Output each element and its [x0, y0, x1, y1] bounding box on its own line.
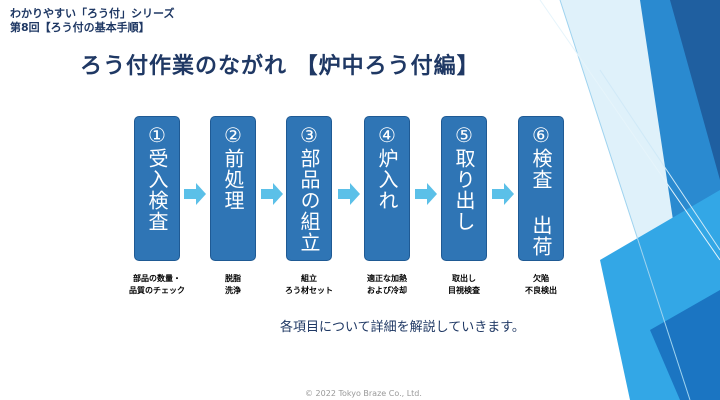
- caption-line: 不良検出: [525, 286, 557, 295]
- series-line-1: わかりやすい「ろう付」シリーズ: [10, 7, 175, 20]
- deco-deep-triangle: [650, 290, 720, 400]
- series-line-2: 第8回【ろう付の基本手順】: [10, 21, 150, 34]
- arrow-right-icon: [261, 183, 283, 205]
- caption-line: 脱脂: [225, 274, 241, 283]
- step-5-caption: 取出し 目視検査: [419, 273, 509, 297]
- step-4-label: ④炉入れ: [375, 123, 399, 211]
- caption-line: ろう材セット: [285, 286, 333, 295]
- caption-line: 取出し: [452, 274, 476, 283]
- step-4-box: ④炉入れ: [364, 116, 410, 261]
- step-6-label: ⑥検査 出荷: [529, 123, 553, 257]
- series-title: わかりやすい「ろう付」シリーズ 第8回【ろう付の基本手順】: [10, 7, 174, 35]
- step-5-label: ⑤取り出し: [452, 123, 476, 232]
- caption-line: 適正な加熱: [367, 274, 407, 283]
- step-6-caption: 欠陥 不良検出: [496, 273, 586, 297]
- caption-line: および冷却: [367, 286, 407, 295]
- step-3-caption: 組立 ろう材セット: [264, 273, 354, 297]
- caption-line: 組立: [301, 274, 317, 283]
- copyright-footer: © 2022 Tokyo Braze Co., Ltd.: [305, 389, 422, 398]
- page-title: ろう付作業のながれ 【炉中ろう付編】: [80, 54, 480, 79]
- arrow-right-icon: [492, 183, 514, 205]
- caption-line: 品質のチェック: [129, 286, 185, 295]
- step-2-label: ②前処理: [221, 123, 245, 211]
- caption-line: 欠陥: [533, 274, 549, 283]
- step-2-box: ②前処理: [210, 116, 256, 261]
- deco-line-2: [599, 69, 720, 251]
- explanation-note: 各項目について詳細を解説していきます。: [280, 320, 525, 335]
- step-6-box: ⑥検査 出荷: [518, 116, 564, 261]
- caption-line: 洗浄: [225, 286, 241, 295]
- deco-dark-triangle: [670, 0, 720, 180]
- step-1-box: ①受入検査: [134, 116, 180, 261]
- deco-line-1: [559, 0, 691, 400]
- step-5-box: ⑤取り出し: [441, 116, 487, 261]
- step-2-caption: 脱脂 洗浄: [188, 273, 278, 297]
- arrow-right-icon: [184, 183, 206, 205]
- step-1-caption: 部品の数量・ 品質のチェック: [112, 273, 202, 297]
- step-3-box: ③部品の組立: [286, 116, 332, 261]
- step-3-label: ③部品の組立: [297, 123, 321, 253]
- deco-line-3: [539, 0, 720, 261]
- caption-line: 目視検査: [448, 286, 480, 295]
- arrow-right-icon: [415, 183, 437, 205]
- step-4-caption: 適正な加熱 および冷却: [342, 273, 432, 297]
- caption-line: 部品の数量・: [133, 274, 181, 283]
- step-1-label: ①受入検査: [145, 123, 169, 232]
- arrow-right-icon: [338, 183, 360, 205]
